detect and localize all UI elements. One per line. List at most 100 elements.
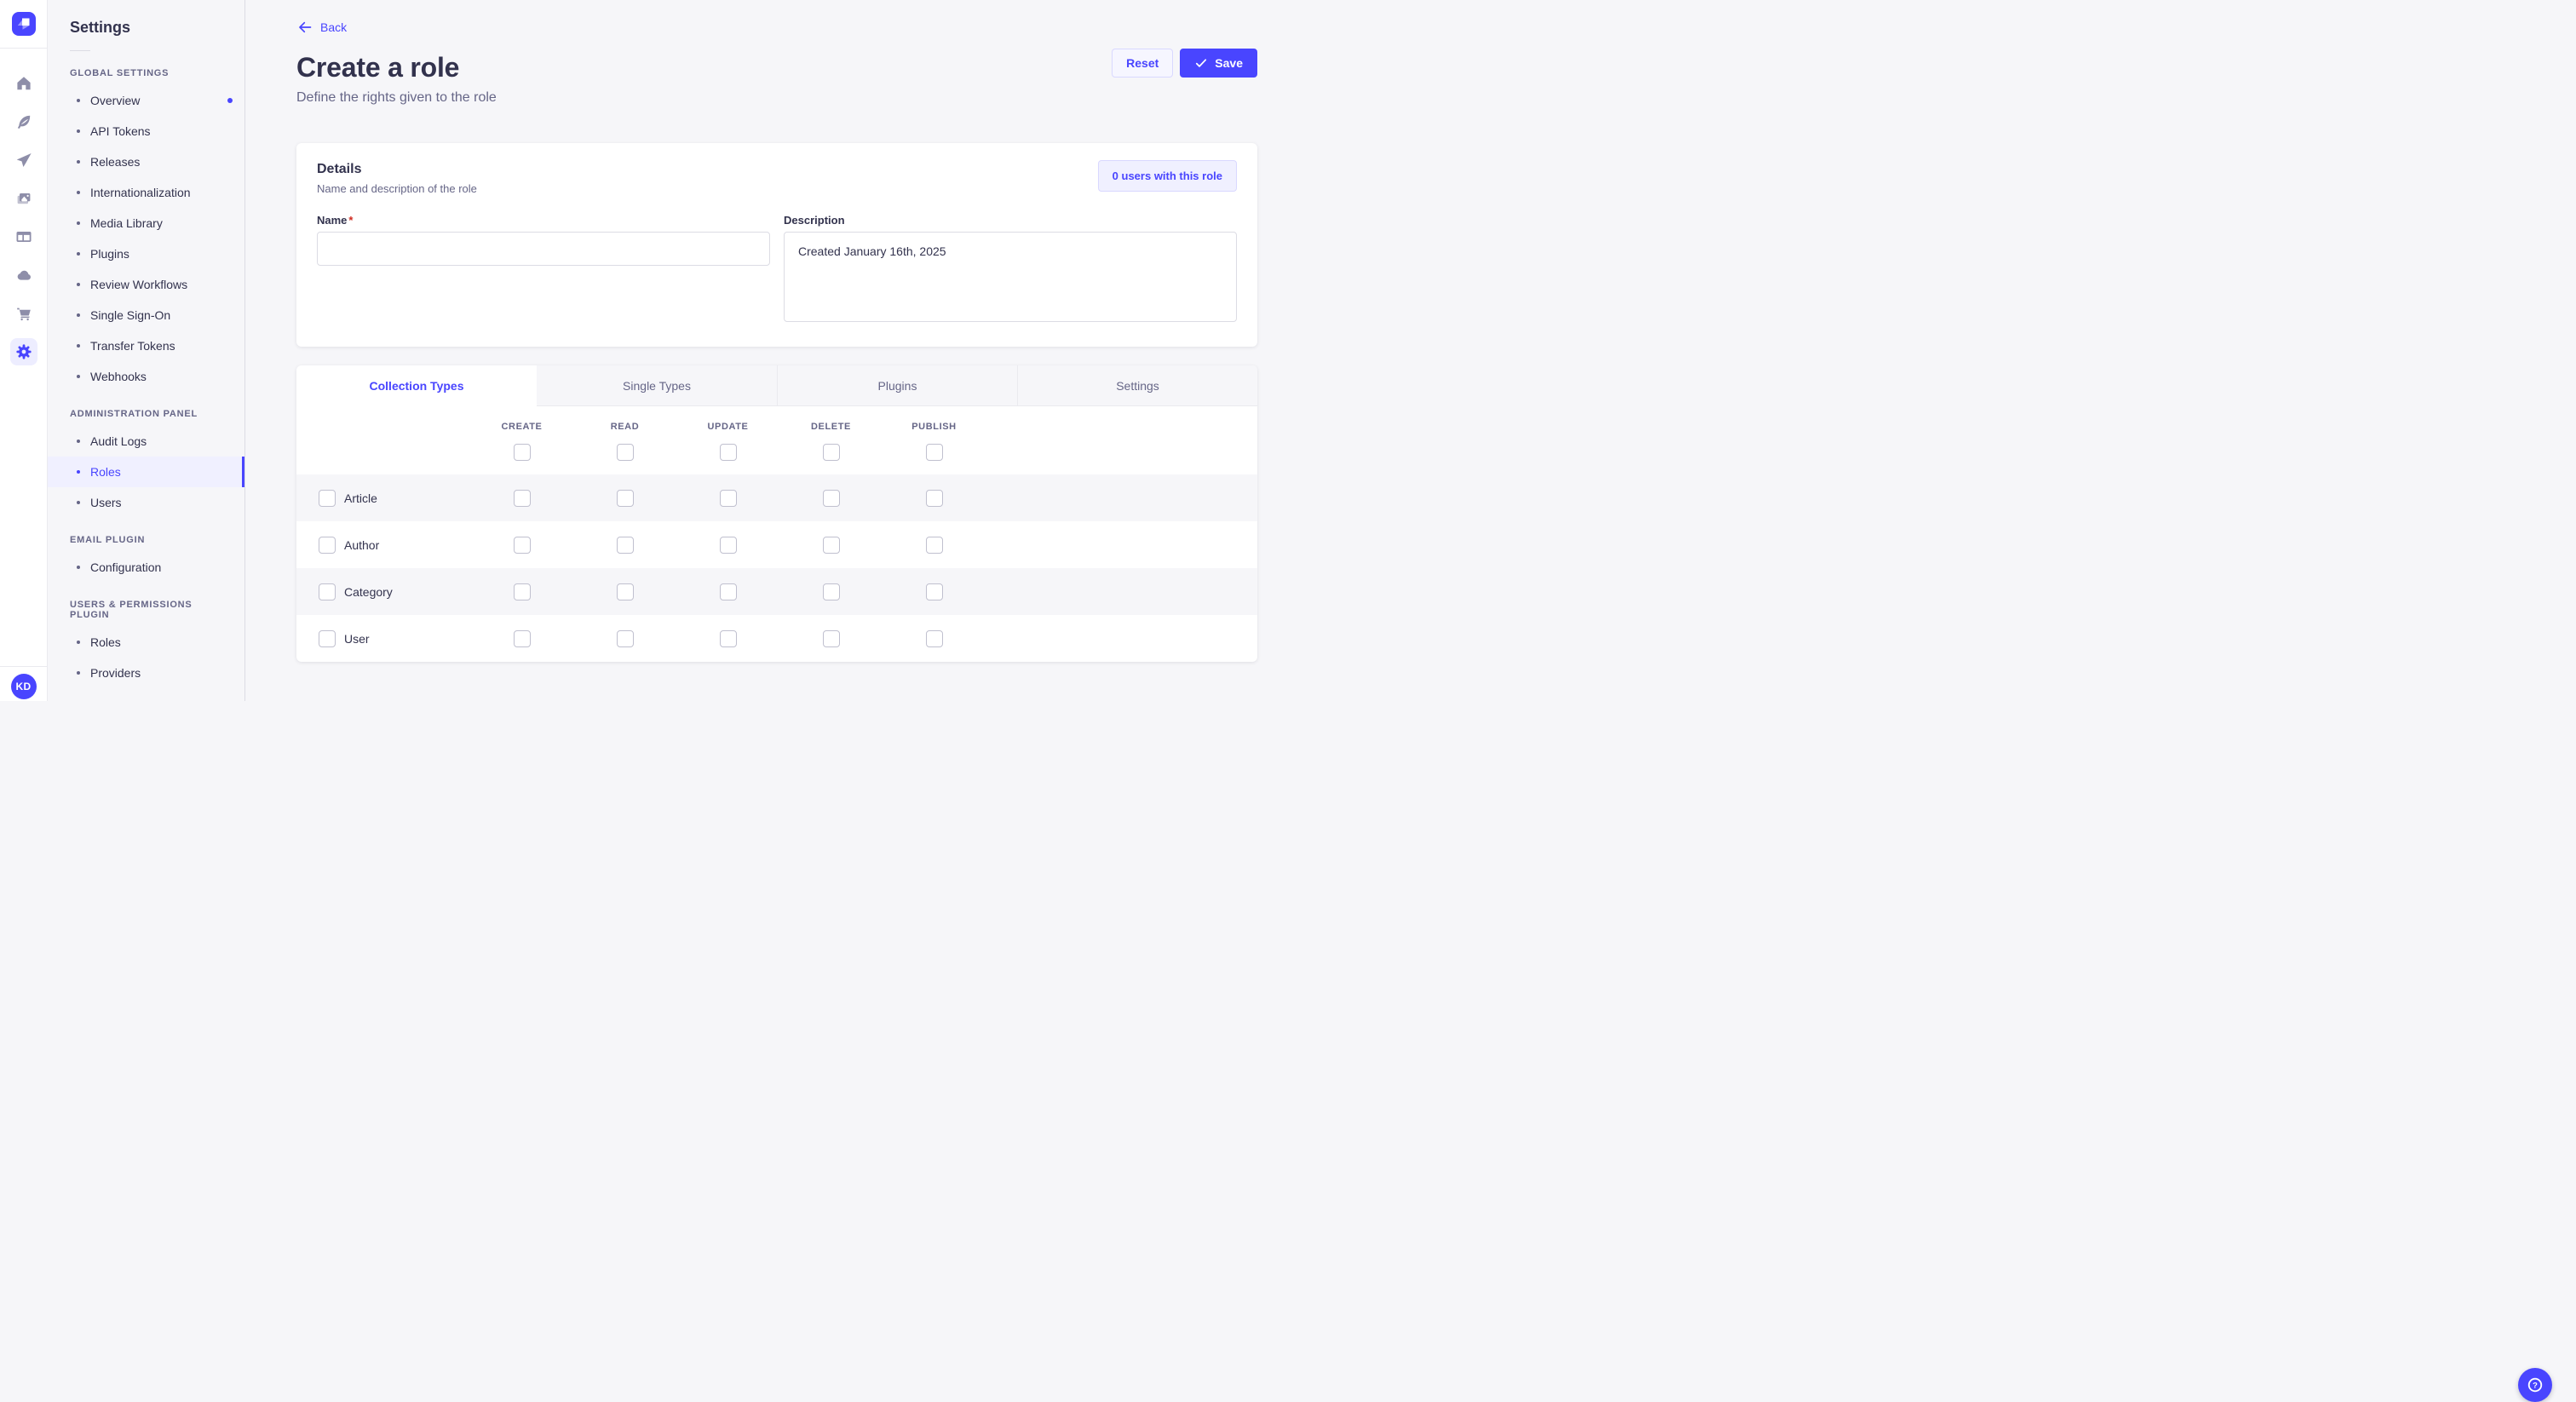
sidebar-section-label: USERS & PERMISSIONS PLUGIN <box>70 600 193 620</box>
checkbox-category-create[interactable] <box>513 583 531 600</box>
name-input[interactable] <box>317 232 770 266</box>
column-label: CREATE <box>501 422 543 432</box>
tab-collection-types[interactable]: Collection Types <box>296 365 537 406</box>
checkbox-category-publish[interactable] <box>925 583 943 600</box>
bullet-icon <box>77 671 80 675</box>
checkbox-user-create[interactable] <box>513 629 531 647</box>
rail-bottom-divider <box>0 666 47 667</box>
back-label: Back <box>320 20 348 34</box>
sidebar-item-review-workflows[interactable]: Review Workflows <box>48 269 244 300</box>
checkbox-select-all-read[interactable] <box>616 444 634 461</box>
checkbox-select-all-publish[interactable] <box>925 444 943 461</box>
sidebar-item-overview[interactable]: Overview <box>48 85 244 116</box>
checkbox-row-author[interactable] <box>319 536 336 554</box>
users-with-role-button[interactable]: 0 users with this role <box>1097 160 1237 192</box>
name-label-text: Name <box>317 214 348 227</box>
checkbox-user-update[interactable] <box>719 629 737 647</box>
sidebar-item-roles[interactable]: Roles <box>48 627 244 658</box>
checkbox-category-read[interactable] <box>616 583 634 600</box>
strapi-logo-icon <box>17 18 29 30</box>
sidebar-title-divider <box>70 50 90 51</box>
rail-divider <box>0 48 47 49</box>
sidebar-title: Settings <box>70 19 131 36</box>
help-button[interactable]: ? <box>2518 1368 2552 1402</box>
back-link[interactable]: Back <box>296 19 347 36</box>
sidebar-item-label: Overview <box>90 94 141 107</box>
checkbox-article-read[interactable] <box>616 489 634 507</box>
sidebar-item-providers[interactable]: Providers <box>48 658 244 688</box>
tab-single-types[interactable]: Single Types <box>537 365 777 406</box>
sidebar-section-label: ADMINISTRATION PANEL <box>70 409 198 419</box>
permission-cell <box>676 583 779 600</box>
rail-nav-gear[interactable] <box>9 338 37 365</box>
checkbox-article-publish[interactable] <box>925 489 943 507</box>
checkbox-category-update[interactable] <box>719 583 737 600</box>
tab-plugins[interactable]: Plugins <box>777 365 1017 406</box>
permission-cell <box>573 629 676 647</box>
rail-nav-layout[interactable] <box>10 223 37 250</box>
row-label-cell: Category <box>296 583 470 600</box>
sidebar-item-users[interactable]: Users <box>48 487 244 518</box>
checkbox-select-all-delete[interactable] <box>822 444 840 461</box>
checkbox-user-delete[interactable] <box>822 629 840 647</box>
sidebar-item-single-sign-on[interactable]: Single Sign-On <box>48 300 244 330</box>
page-title: Create a role <box>296 52 460 83</box>
bullet-icon <box>77 160 80 164</box>
checkbox-author-publish[interactable] <box>925 536 943 554</box>
sidebar-item-webhooks[interactable]: Webhooks <box>48 361 244 392</box>
bullet-icon <box>77 99 80 102</box>
rail-nav-cloud[interactable] <box>10 261 37 289</box>
rail-nav-pictures[interactable] <box>10 185 37 212</box>
checkbox-select-all-create[interactable] <box>513 444 531 461</box>
checkbox-user-read[interactable] <box>616 629 634 647</box>
permission-column-header: READ <box>573 422 676 461</box>
checkbox-row-category[interactable] <box>319 583 336 600</box>
save-button[interactable]: Save <box>1180 49 1257 78</box>
rail-nav-feather[interactable] <box>10 108 37 135</box>
sidebar-item-configuration[interactable]: Configuration <box>48 552 244 583</box>
checkbox-row-user[interactable] <box>319 629 336 647</box>
required-asterisk: * <box>348 214 354 227</box>
permission-cell <box>883 629 986 647</box>
checkbox-category-delete[interactable] <box>822 583 840 600</box>
permissions-row-user: User <box>296 615 1257 662</box>
sidebar-item-roles[interactable]: Roles <box>48 457 244 487</box>
row-label: Category <box>344 584 393 599</box>
permission-cell <box>573 583 676 600</box>
checkbox-author-create[interactable] <box>513 536 531 554</box>
rail-nav-paper-plane[interactable] <box>10 147 37 174</box>
user-avatar[interactable]: KD <box>10 674 37 699</box>
description-textarea[interactable]: Created January 16th, 2025 <box>784 232 1237 322</box>
sidebar-section: ADMINISTRATION PANEL Audit Logs Roles Users <box>48 409 244 518</box>
checkbox-article-delete[interactable] <box>822 489 840 507</box>
sidebar-section: EMAIL PLUGIN Configuration <box>48 535 244 583</box>
sidebar-item-plugins[interactable]: Plugins <box>48 238 244 269</box>
checkbox-article-create[interactable] <box>513 489 531 507</box>
checkbox-author-update[interactable] <box>719 536 737 554</box>
row-label: Article <box>344 491 377 505</box>
checkbox-user-publish[interactable] <box>925 629 943 647</box>
sidebar-item-transfer-tokens[interactable]: Transfer Tokens <box>48 330 244 361</box>
bullet-icon <box>77 221 80 225</box>
checkbox-author-read[interactable] <box>616 536 634 554</box>
sidebar-item-media-library[interactable]: Media Library <box>48 208 244 238</box>
checkbox-row-article[interactable] <box>319 489 336 507</box>
rail-nav-home[interactable] <box>10 70 37 97</box>
checkbox-select-all-update[interactable] <box>719 444 737 461</box>
rail-nav-cart[interactable] <box>10 300 37 327</box>
checkbox-article-update[interactable] <box>719 489 737 507</box>
bullet-icon <box>77 501 80 504</box>
tab-settings[interactable]: Settings <box>1017 365 1257 406</box>
column-label: PUBLISH <box>911 422 957 432</box>
sidebar-item-internationalization[interactable]: Internationalization <box>48 177 244 208</box>
description-label: Description <box>784 214 845 227</box>
reset-button[interactable]: Reset <box>1112 49 1174 78</box>
strapi-logo[interactable] <box>11 12 36 36</box>
gear-icon <box>15 343 32 360</box>
sidebar-item-api-tokens[interactable]: API Tokens <box>48 116 244 147</box>
sidebar-item-audit-logs[interactable]: Audit Logs <box>48 426 244 457</box>
sidebar-item-releases[interactable]: Releases <box>48 147 244 177</box>
sidebar-item-label: Releases <box>90 155 141 169</box>
bullet-icon <box>77 129 80 133</box>
checkbox-author-delete[interactable] <box>822 536 840 554</box>
